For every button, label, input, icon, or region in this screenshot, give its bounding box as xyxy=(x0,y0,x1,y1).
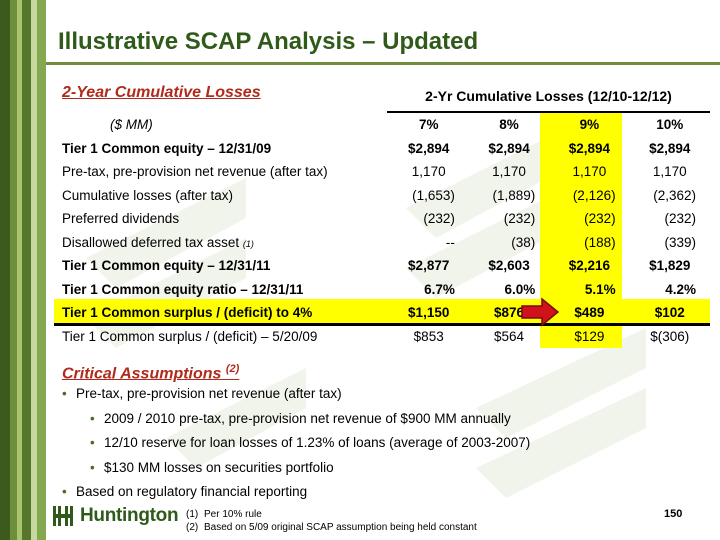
table-cell: $876 xyxy=(494,305,525,321)
footnote-marker: (1) xyxy=(242,238,254,249)
table-cell: (188) xyxy=(584,234,616,250)
table-header-divider xyxy=(387,111,710,113)
table-cell: $1,829 xyxy=(649,258,691,274)
row-label: Tier 1 Common surplus / (deficit) – 5/20… xyxy=(62,328,318,344)
footnotes: (1) Per 10% rule (2) Based on 5/09 origina… xyxy=(186,508,477,534)
table-cell: -- xyxy=(445,234,455,250)
assumptions-section-heading: Critical Assumptions (2) xyxy=(62,363,240,383)
table-cell: (232) xyxy=(423,211,455,227)
table-cell: $1,150 xyxy=(408,305,450,321)
table-cell: 4.2% xyxy=(665,281,696,297)
title-divider xyxy=(46,62,720,65)
table-row: Tier 1 Common equity ratio – 12/31/11 6.7… xyxy=(54,278,710,302)
table-cell: $(306) xyxy=(650,328,690,344)
table-cell: $2,894 xyxy=(649,140,691,156)
table-cell: $102 xyxy=(654,305,685,321)
column-header: 10% xyxy=(656,117,684,133)
huntington-logo-icon xyxy=(53,506,73,526)
table-cell: 6.0% xyxy=(504,281,536,297)
table-cell: (2,126) xyxy=(572,187,616,203)
table-row: Tier 1 Common equity – 12/31/09 $2,894 $2,… xyxy=(54,137,710,161)
table-cell: (232) xyxy=(664,211,696,227)
table-cell: $2,894 xyxy=(568,140,611,156)
losses-section-heading: 2-Year Cumulative Losses xyxy=(62,84,261,101)
footnote-1: (1) Per 10% rule xyxy=(186,509,262,520)
table-cell: $2,894 xyxy=(408,140,450,156)
page-number: 150 xyxy=(664,508,683,520)
left-decorative-stripes xyxy=(0,0,46,540)
table-cell: (339) xyxy=(664,234,696,250)
table-cell: (232) xyxy=(584,211,616,227)
red-arrow-icon xyxy=(521,297,560,327)
list-item: • 12/10 reserve for loan losses of 1.23% … xyxy=(90,435,531,450)
row-label: Tier 1 Common equity ratio – 12/31/11 xyxy=(62,281,304,297)
table-row: Tier 1 Common surplus / (deficit) to 4% $… xyxy=(54,301,710,325)
list-item: • Based on regulatory financial reporting xyxy=(62,484,308,499)
row-label: Tier 1 Common equity – 12/31/11 xyxy=(62,258,271,274)
table-row: Cumulative losses (after tax) (1,653) (1,8… xyxy=(54,184,710,208)
table-cell: $2,603 xyxy=(488,258,530,274)
footnote-2: (2) Based on 5/09 original SCAP assumptio… xyxy=(186,522,477,533)
column-header: 7% xyxy=(418,117,439,133)
table-group-header: 2-Yr Cumulative Losses (12/10-12/12) xyxy=(425,88,672,104)
table-row: Disallowed deferred tax asset (1) -- (38) (… xyxy=(54,231,710,255)
huntington-logo: Huntington xyxy=(52,503,179,529)
table-cell: $853 xyxy=(413,328,444,344)
bullet-icon: • xyxy=(62,386,67,401)
table-cell: (2,362) xyxy=(653,187,696,203)
table-cell: (1,653) xyxy=(412,187,455,203)
table-cell: 6.7% xyxy=(424,281,455,297)
table-row: Preferred dividends (232) (232) (232) (232) xyxy=(54,207,710,231)
row-label: Preferred dividends xyxy=(62,211,180,227)
table-cell: $564 xyxy=(494,328,525,344)
table-cell: $2,894 xyxy=(488,140,530,156)
table-cell: $2,216 xyxy=(568,258,611,274)
highlight-row-surplus xyxy=(54,299,710,323)
table-cell: (232) xyxy=(503,211,536,227)
table-cell: 5.1% xyxy=(584,281,616,297)
table-cell: (38) xyxy=(511,234,536,250)
surplus-row-underline xyxy=(54,323,710,326)
bullet-icon: • xyxy=(90,410,95,426)
row-label: Tier 1 Common surplus / (deficit) to 4% xyxy=(62,305,313,321)
column-header: 8% xyxy=(499,117,519,133)
column-header: 9% xyxy=(579,117,600,133)
table-cell: $2,877 xyxy=(408,258,450,274)
assumptions-list: • Pre-tax, pre-provision net revenue (aft… xyxy=(62,386,530,509)
list-item: • Pre-tax, pre-provision net revenue (aft… xyxy=(62,386,342,401)
list-item: • $130 MM losses on securities portfolio xyxy=(90,459,334,475)
table-column-header-row: ($ MM) 7% 8% 9% 10% xyxy=(54,113,710,137)
table-cell: 1,170 xyxy=(652,164,687,180)
row-label: Tier 1 Common equity – 12/31/09 xyxy=(62,140,272,156)
scap-losses-table: ($ MM) 7% 8% 9% 10% Tier 1 Common equity… xyxy=(54,113,710,348)
table-cell: (1,889) xyxy=(492,187,536,203)
table-row: Pre-tax, pre-provision net revenue (afte… xyxy=(54,160,710,184)
row-label: Pre-tax, pre-provision net revenue (afte… xyxy=(62,164,328,180)
unit-label: ($ MM) xyxy=(110,117,153,133)
list-item: • 2009 / 2010 pre-tax, pre-provision net … xyxy=(90,410,511,426)
table-row: Tier 1 Common surplus / (deficit) – 5/20… xyxy=(54,325,710,349)
background-watermark xyxy=(46,58,720,540)
logo-wordmark: Huntington xyxy=(80,505,179,526)
table-cell: 1,170 xyxy=(411,164,446,180)
bullet-icon: • xyxy=(90,459,95,475)
bullet-icon: • xyxy=(62,484,67,499)
page-title: Illustrative SCAP Analysis – Updated xyxy=(58,28,479,55)
bullet-icon: • xyxy=(90,435,95,450)
row-label: Cumulative losses (after tax) xyxy=(62,187,234,203)
table-cell: 1,170 xyxy=(492,164,526,180)
row-label: Disallowed deferred tax asset (1) xyxy=(62,234,254,250)
table-cell: 1,170 xyxy=(572,164,607,180)
table-row: Tier 1 Common equity – 12/31/11 $2,877 $2,… xyxy=(54,254,710,278)
table-cell: $489 xyxy=(574,305,605,321)
table-cell: $129 xyxy=(574,328,605,344)
